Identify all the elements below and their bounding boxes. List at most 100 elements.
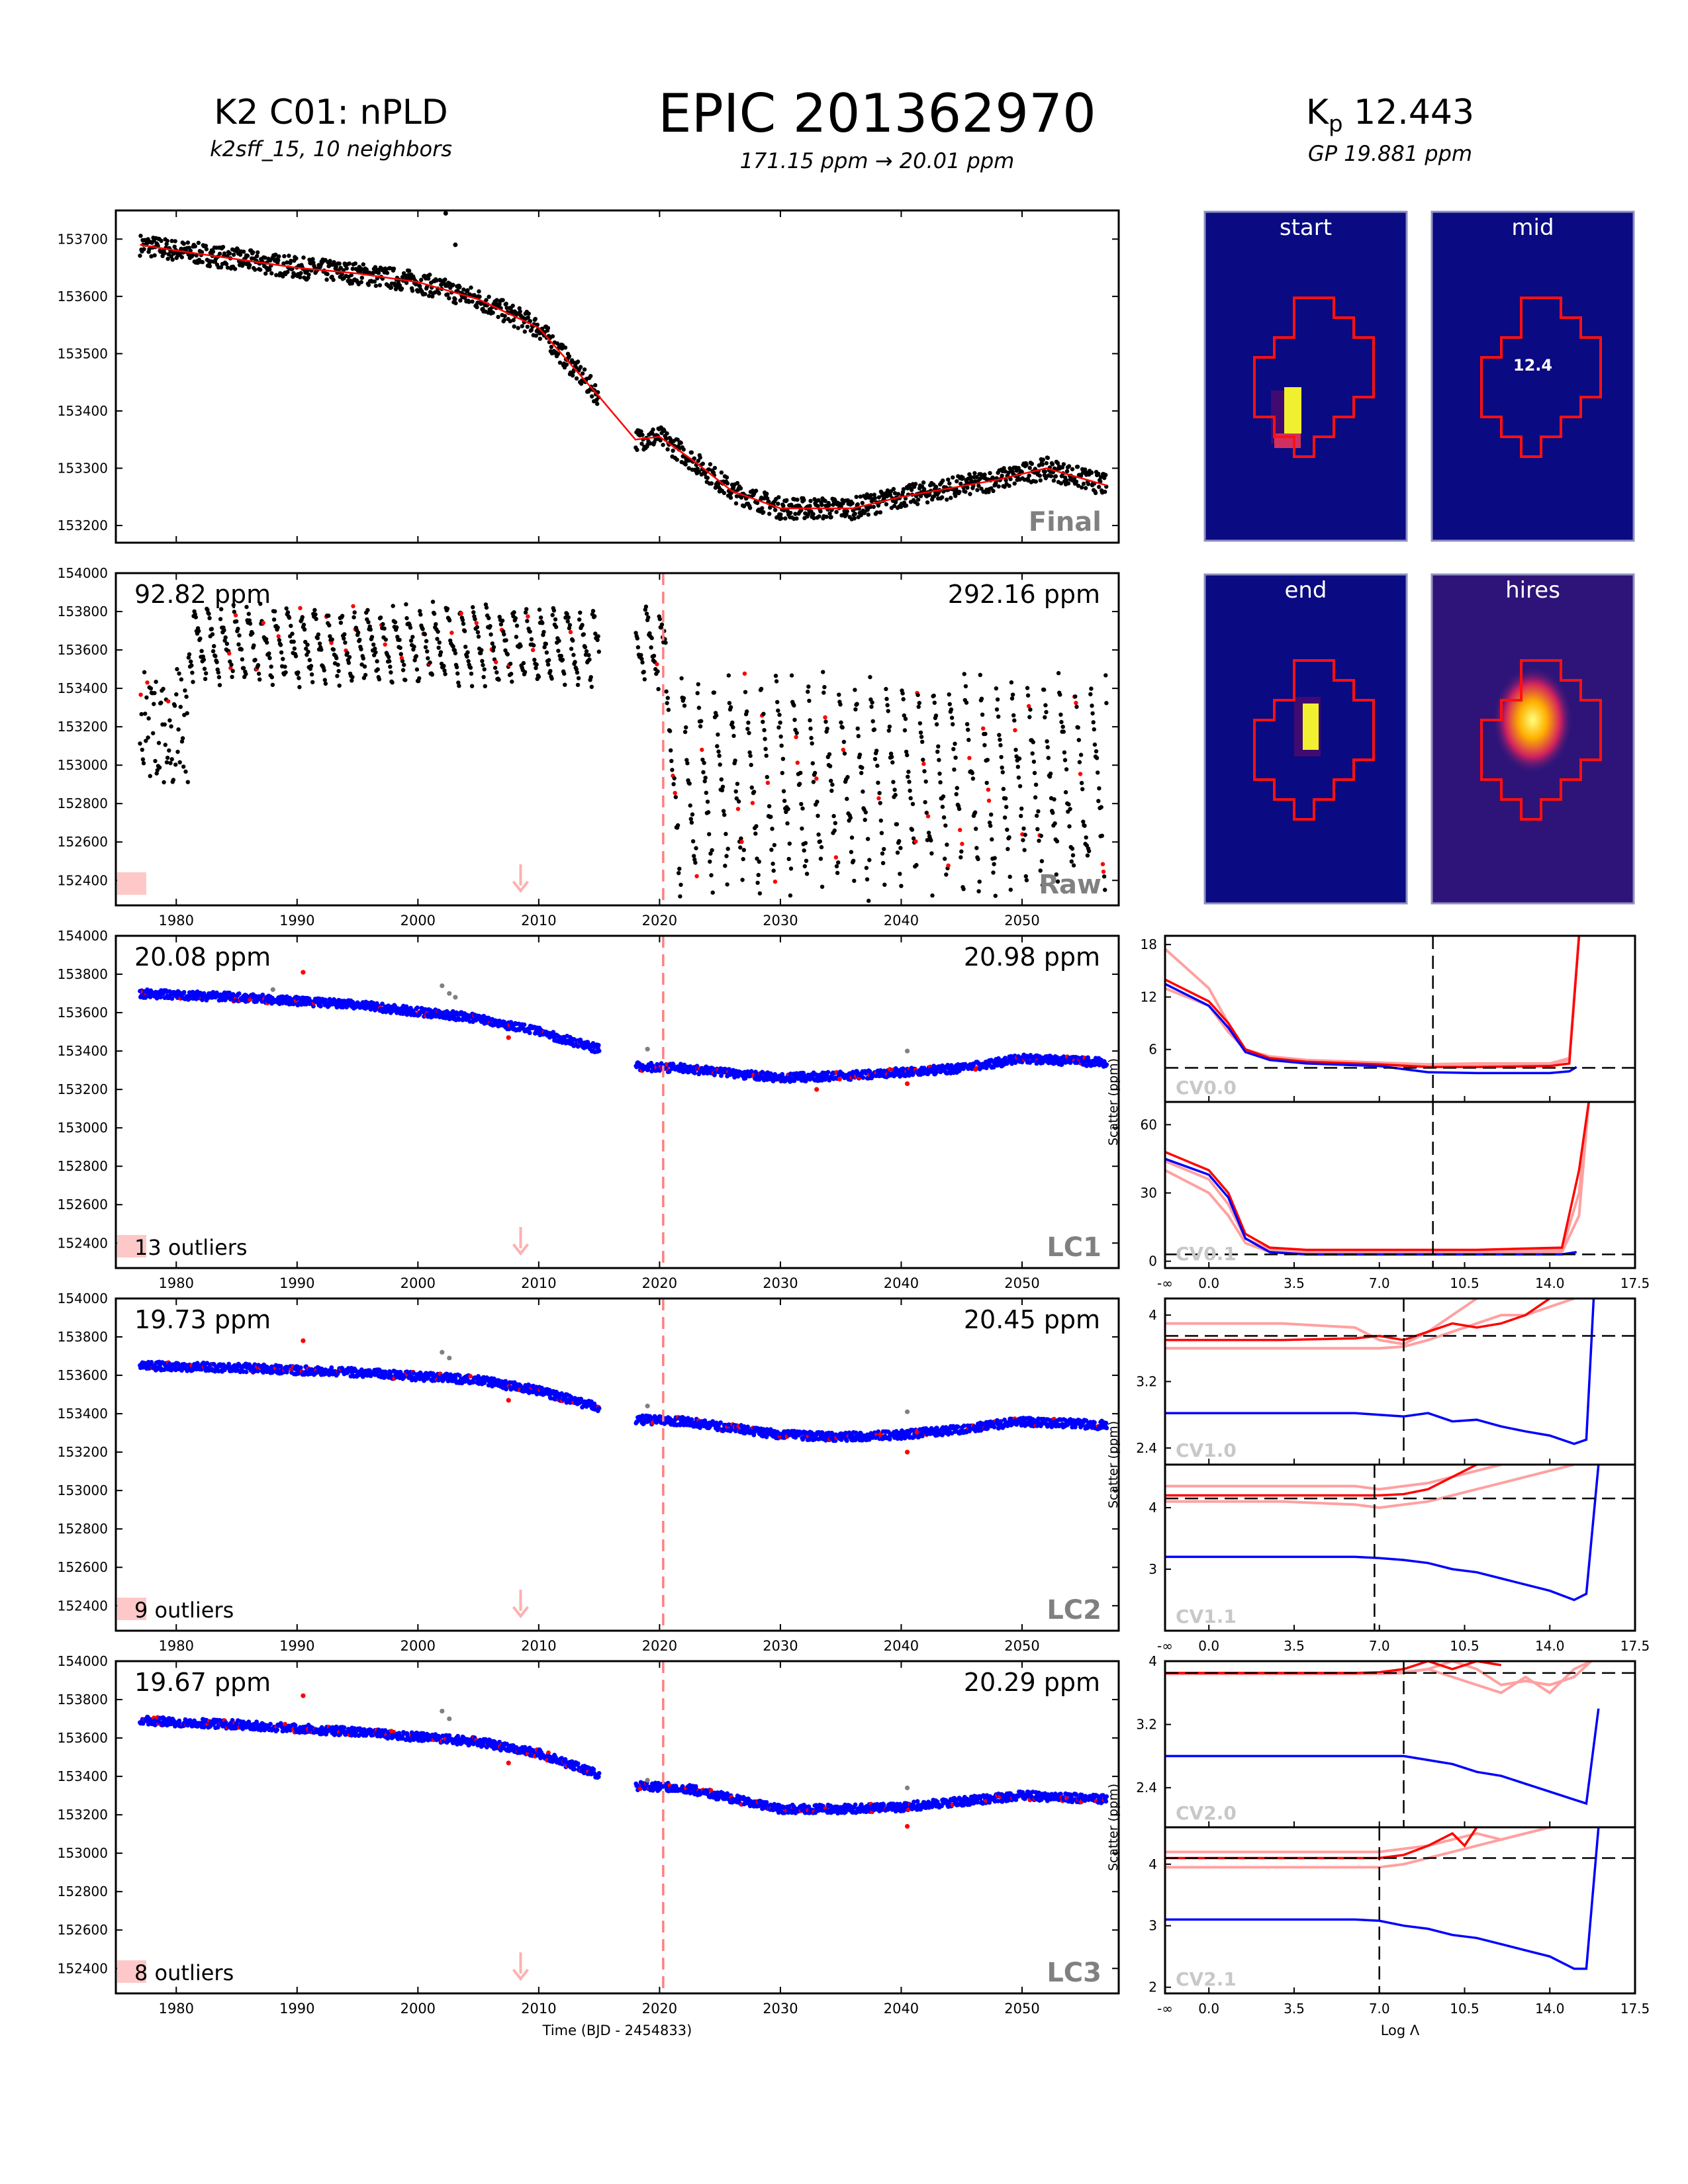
- data-point: [1002, 466, 1006, 471]
- data-point: [414, 667, 420, 672]
- data-point: [276, 634, 281, 639]
- data-point: [418, 612, 423, 617]
- data-point: [772, 842, 777, 848]
- data-point: [328, 259, 332, 263]
- data-point: [520, 324, 524, 328]
- data-point: [575, 1044, 581, 1049]
- x-tick-label: 1980: [159, 1275, 194, 1291]
- data-point: [527, 1030, 532, 1036]
- data-point: [1033, 479, 1039, 484]
- data-point: [900, 691, 905, 696]
- data-point: [922, 769, 927, 774]
- data-point: [434, 622, 438, 627]
- magnitude-value: 12.443: [1354, 93, 1475, 132]
- data-point: [553, 625, 559, 629]
- data-point: [951, 747, 956, 752]
- y-tick-label: 154000: [58, 1291, 108, 1306]
- data-point: [184, 694, 189, 699]
- data-point: [532, 657, 537, 662]
- data-point: [970, 479, 974, 484]
- data-point: [1086, 482, 1091, 486]
- data-point: [525, 324, 530, 329]
- model-line: [140, 244, 1107, 510]
- data-point: [840, 725, 845, 730]
- data-point: [584, 649, 589, 654]
- y-tick-label: 152800: [58, 1521, 108, 1537]
- data-point: [256, 662, 261, 668]
- data-point: [236, 991, 242, 996]
- data-point: [781, 504, 786, 508]
- data-point: [283, 670, 288, 675]
- data-point: [763, 747, 768, 751]
- data-point: [574, 667, 579, 672]
- data-point: [231, 252, 236, 257]
- data-point: [465, 288, 470, 293]
- data-point: [244, 672, 248, 676]
- data-point: [168, 760, 173, 766]
- data-point: [955, 479, 959, 484]
- data-point: [468, 665, 473, 670]
- data-point: [1007, 835, 1011, 840]
- data-point: [863, 810, 868, 815]
- data-point: [285, 610, 291, 615]
- data-point: [865, 837, 870, 841]
- data-point: [1029, 461, 1035, 466]
- data-point: [244, 604, 249, 610]
- x-tick-label: 2020: [642, 1275, 677, 1291]
- data-point: [308, 664, 314, 668]
- data-point: [371, 271, 376, 275]
- data-point: [342, 636, 346, 641]
- data-point: [856, 734, 861, 739]
- y-tick-label: 152800: [58, 796, 108, 811]
- data-point: [1002, 815, 1008, 820]
- data-point: [724, 854, 729, 858]
- data-point: [811, 512, 816, 516]
- data-point: [328, 634, 332, 639]
- data-point: [465, 654, 469, 659]
- lightcurve-frame: [115, 209, 1120, 544]
- data-point: [479, 648, 484, 653]
- data-point: [518, 309, 522, 314]
- data-point: [156, 741, 162, 745]
- data-point: [417, 676, 422, 681]
- data-point: [345, 651, 350, 655]
- data-point: [475, 304, 479, 310]
- data-point: [445, 292, 450, 296]
- x-tick-label: 2010: [521, 1638, 556, 1654]
- data-point: [427, 293, 432, 298]
- data-point: [595, 402, 600, 406]
- data-point: [453, 651, 458, 656]
- data-point: [553, 617, 558, 622]
- data-point: [983, 731, 988, 737]
- data-point: [767, 512, 772, 516]
- data-point: [833, 855, 839, 860]
- data-point: [159, 238, 164, 244]
- magnitude-band: p: [1329, 111, 1343, 138]
- data-point: [818, 856, 823, 861]
- data-point: [477, 295, 482, 299]
- data-point: [258, 602, 263, 606]
- scatter-improvement: 171.15 ppm → 20.01 ppm: [739, 148, 1015, 173]
- data-point: [860, 500, 865, 506]
- data-point: [1024, 463, 1029, 467]
- data-point: [945, 842, 949, 847]
- data-point: [936, 744, 941, 749]
- data-point: [743, 690, 748, 694]
- data-point: [952, 767, 957, 772]
- data-point: [250, 631, 255, 636]
- data-point: [1004, 805, 1009, 809]
- data-point: [1033, 795, 1038, 800]
- data-point: [587, 657, 592, 662]
- data-point: [491, 310, 495, 315]
- data-point: [832, 828, 837, 833]
- data-point: [400, 659, 405, 664]
- data-point: [375, 659, 379, 664]
- data-point: [252, 643, 256, 648]
- data-point: [902, 713, 907, 718]
- data-point: [267, 651, 271, 656]
- data-point: [906, 770, 911, 774]
- data-point: [395, 625, 399, 630]
- data-point: [1000, 473, 1004, 478]
- data-point: [1046, 756, 1051, 760]
- data-point: [780, 756, 786, 761]
